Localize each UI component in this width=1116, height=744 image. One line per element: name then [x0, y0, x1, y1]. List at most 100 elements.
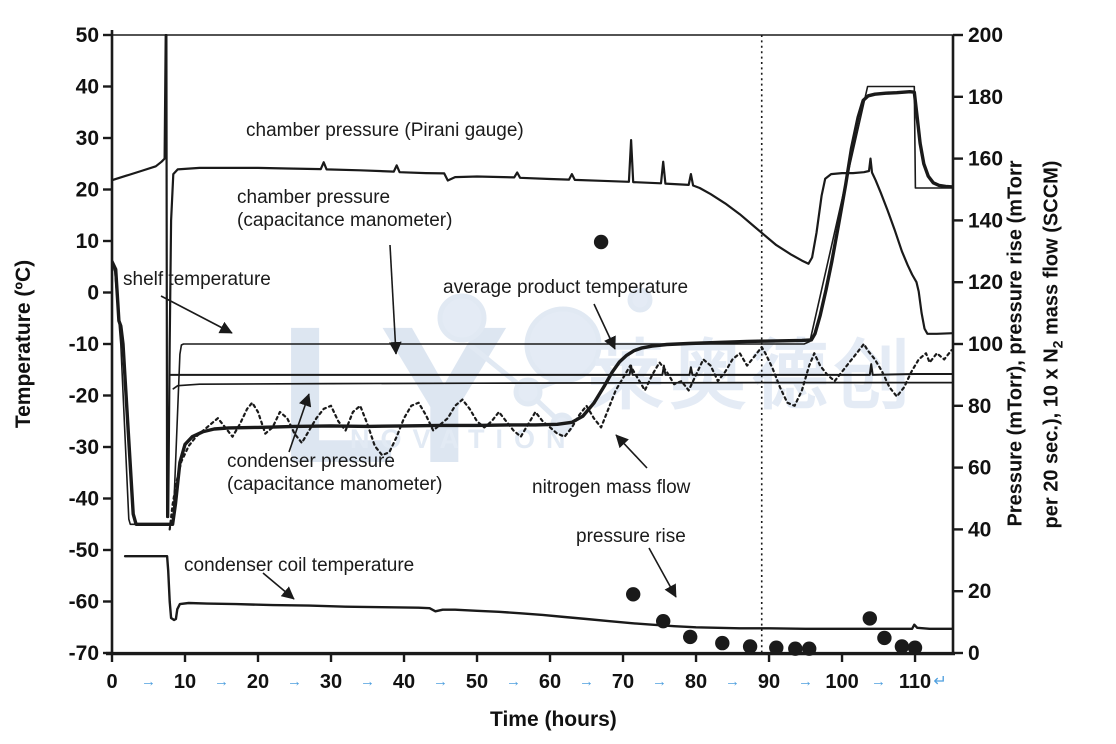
x-tick-label: 10	[174, 671, 196, 693]
pressure-rise-dots	[593, 234, 923, 656]
left-tick-label: 10	[76, 230, 99, 253]
avg-product-arrow	[593, 303, 616, 350]
left-tick-label: -20	[69, 385, 99, 408]
condenser-cap-label: condenser pressure (capacitance manomete…	[227, 450, 442, 496]
x-tick-separator-arrow: →	[433, 673, 448, 690]
right-axis-title-line2-pre: per 20 sec.), 10 x N	[1040, 348, 1063, 529]
left-tick-label: 40	[76, 76, 99, 99]
left-tick-label: 30	[76, 127, 99, 150]
coil-label: condenser coil temperature	[184, 555, 415, 576]
watermark-molecule-icon	[437, 287, 653, 436]
x-tick-label: 30	[320, 671, 342, 693]
right-axis-title-line1: Pressure (mTorr), pressure rise (mTorr	[1004, 160, 1027, 527]
right-tick-label: 0	[968, 642, 980, 665]
series-nitrogen-mass-flow	[168, 342, 953, 531]
right-tick-label: 200	[968, 24, 1003, 47]
x-tick-separator-arrow: →	[287, 673, 302, 690]
annotation-arrows	[160, 244, 677, 600]
right-tick-label: 80	[968, 395, 991, 418]
x-tick-label: 80	[685, 671, 707, 693]
condenser-cap-arrow	[288, 393, 312, 453]
pressure-rise-dot	[877, 630, 892, 646]
x-tick-label: 0	[106, 671, 117, 693]
condenser-cap-label-line2: (capacitance manometer)	[227, 474, 443, 495]
pressure-rise-dot	[656, 614, 671, 629]
right-axis-title-line2: per 20 sec.), 10 x N2 mass flow (SCCM)	[1041, 0, 1066, 695]
pressure-rise-dot	[769, 640, 784, 655]
pressure-rise-dot	[907, 640, 923, 655]
left-tick-label: -30	[69, 436, 99, 459]
right-tick-label: 180	[968, 86, 1003, 109]
right-tick-label: 160	[968, 148, 1003, 171]
left-tick-label: 20	[76, 179, 99, 202]
x-tick-label: 40	[393, 671, 415, 693]
pressure-rise-dot	[802, 641, 817, 656]
chamber-cap-label-line2: (capacitance manometer)	[237, 210, 453, 231]
shelf-arrow	[160, 295, 233, 334]
right-tick-label: 20	[968, 580, 991, 603]
pressure-rise-dot	[626, 587, 641, 602]
chamber-cap-arrow	[388, 244, 402, 355]
x-tick-separator-arrow: →	[725, 673, 740, 690]
x-tick-separator-arrow: →	[214, 673, 229, 690]
left-tick-label: -50	[69, 539, 99, 562]
chamber-cap-label: chamber pressure (capacitance manometer)	[237, 186, 452, 232]
right-axis-title-line2-post: mass flow (SCCM)	[1040, 160, 1063, 341]
pressure-rise-dot	[683, 629, 698, 645]
x-tick-separator-arrow: →	[141, 673, 156, 690]
coil-arrow	[262, 572, 295, 600]
nitrogen-label: nitrogen mass flow	[532, 477, 691, 498]
x-axis-end-mark: ↵	[933, 673, 946, 690]
x-tick-separator-arrow: →	[798, 673, 813, 690]
x-tick-separator-arrow: →	[506, 673, 521, 690]
left-tick-label: -70	[69, 642, 99, 665]
series-average-product-temperature	[112, 89, 953, 526]
left-tick-label: -60	[69, 591, 99, 614]
watermark-subtext: NOVATION	[350, 424, 577, 454]
x-axis-title: Time (hours)	[490, 708, 617, 731]
shelf-label: shelf temperature	[123, 269, 271, 290]
x-tick-label: 60	[539, 671, 561, 693]
left-tick-label: 0	[87, 282, 99, 305]
series-layer	[112, 34, 953, 630]
pirani-label: chamber pressure (Pirani gauge)	[246, 120, 524, 141]
left-tick-label: -10	[69, 333, 99, 356]
pressure-rise-dot	[742, 639, 758, 654]
x-tick-separator-arrow: →	[871, 673, 886, 690]
right-tick-label: 40	[968, 518, 991, 541]
left-tick-label: -40	[69, 488, 99, 511]
chamber-cap-label-line1: chamber pressure	[237, 187, 391, 208]
series-chamber-pressure-pirani	[112, 34, 953, 519]
pressure-rise-dot	[894, 639, 910, 654]
pressure-rise-dot	[715, 635, 730, 651]
avg-product-label: average product temperature	[443, 277, 689, 298]
right-tick-label: 100	[968, 333, 1003, 356]
right-tick-label: 60	[968, 457, 991, 480]
series-chamber-pressure-capacitance	[168, 363, 953, 376]
x-tick-label: 110	[899, 671, 931, 693]
x-tick-label: 90	[758, 671, 780, 693]
x-tick-label: 100	[825, 671, 858, 693]
condenser-cap-label-line1: condenser pressure	[227, 451, 395, 472]
x-tick-label: 50	[466, 671, 488, 693]
x-tick-separator-arrow: →	[652, 673, 667, 690]
right-axis-title-line2-sub: 2	[1049, 340, 1066, 349]
series-condenser-pressure-capacitance	[172, 381, 953, 390]
right-tick-label: 140	[968, 209, 1003, 232]
x-tick-label: 20	[247, 671, 269, 693]
x-tick-separator-arrow: →	[360, 673, 375, 690]
series-condenser-coil-temperature	[123, 555, 953, 630]
nitrogen-arrow	[615, 434, 648, 469]
series-shelf-temperature	[112, 85, 953, 526]
x-tick-label: 70	[612, 671, 634, 693]
x-tick-separator-arrow: →	[579, 673, 594, 690]
pressure-rise-label: pressure rise	[576, 526, 686, 547]
pressure-rise-dot	[788, 641, 803, 656]
axis-ticks: 50403020100-10-20-30-40-50-60-7020018016…	[69, 24, 1003, 693]
left-axis-title: Temperature (ºC)	[12, 259, 35, 429]
left-tick-label: 50	[76, 24, 99, 47]
right-tick-label: 120	[968, 271, 1003, 294]
pressure-rise-arrow	[648, 547, 677, 598]
pressure-rise-dot	[862, 611, 877, 626]
